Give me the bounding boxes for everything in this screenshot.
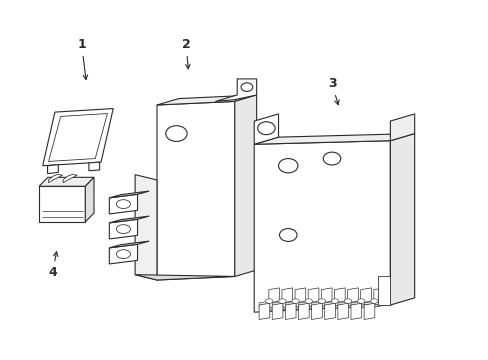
Text: 4: 4 [48,252,58,279]
Polygon shape [157,95,256,105]
Text: 1: 1 [77,38,87,80]
Polygon shape [337,303,348,319]
Polygon shape [48,113,107,161]
Text: 2: 2 [182,38,190,69]
Polygon shape [39,186,85,222]
Polygon shape [109,244,137,264]
Ellipse shape [305,299,312,303]
Polygon shape [347,288,358,303]
Polygon shape [109,191,149,198]
Polygon shape [39,177,94,186]
Polygon shape [109,241,149,248]
Polygon shape [373,288,384,303]
Polygon shape [285,303,295,319]
Polygon shape [259,303,269,319]
Polygon shape [135,175,157,280]
Polygon shape [311,303,322,319]
Ellipse shape [278,299,285,303]
Polygon shape [63,175,77,183]
Polygon shape [324,301,335,309]
Polygon shape [272,303,283,319]
Polygon shape [364,301,374,309]
Ellipse shape [116,225,130,234]
Polygon shape [350,301,361,309]
Polygon shape [254,141,389,312]
Polygon shape [85,177,94,222]
Polygon shape [350,303,361,319]
Circle shape [323,152,340,165]
Polygon shape [321,288,331,303]
Polygon shape [135,275,234,280]
Polygon shape [268,288,279,303]
Polygon shape [254,114,278,144]
Polygon shape [311,301,322,309]
Polygon shape [298,303,308,319]
Polygon shape [389,114,414,141]
Ellipse shape [330,299,338,303]
Polygon shape [48,175,62,183]
Text: 3: 3 [327,77,338,105]
Ellipse shape [116,250,130,258]
Polygon shape [334,288,345,303]
Ellipse shape [370,299,377,303]
Polygon shape [42,109,113,166]
Polygon shape [285,301,295,309]
Polygon shape [109,216,149,223]
Polygon shape [272,301,283,309]
Polygon shape [282,288,292,303]
Polygon shape [89,162,100,171]
Circle shape [257,122,275,135]
Polygon shape [337,301,348,309]
Polygon shape [324,303,335,319]
Polygon shape [307,288,318,303]
Polygon shape [389,134,414,305]
Polygon shape [234,95,256,276]
Polygon shape [259,304,386,310]
Circle shape [241,83,252,91]
Ellipse shape [291,299,299,303]
Ellipse shape [357,299,364,303]
Ellipse shape [265,299,272,303]
Polygon shape [254,134,414,144]
Polygon shape [215,79,256,102]
Ellipse shape [317,299,325,303]
Ellipse shape [116,200,130,208]
Ellipse shape [344,299,351,303]
Circle shape [165,126,187,141]
Circle shape [278,158,297,173]
Polygon shape [109,219,137,239]
Polygon shape [377,276,389,305]
Polygon shape [360,288,371,303]
Polygon shape [298,301,308,309]
Polygon shape [109,194,137,214]
Polygon shape [364,303,374,319]
Polygon shape [47,165,58,174]
Polygon shape [294,288,305,303]
Polygon shape [259,301,269,309]
Circle shape [279,229,296,242]
Polygon shape [157,102,234,280]
